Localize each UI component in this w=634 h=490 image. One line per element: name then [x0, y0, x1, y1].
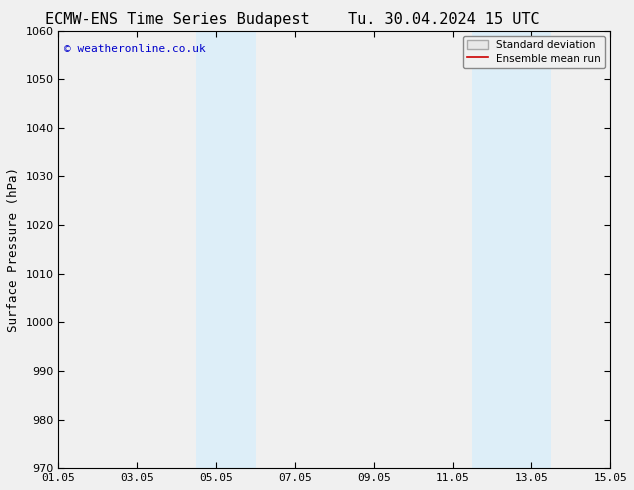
Legend: Standard deviation, Ensemble mean run: Standard deviation, Ensemble mean run: [463, 36, 605, 68]
Text: ECMW-ENS Time Series Budapest: ECMW-ENS Time Series Budapest: [45, 12, 310, 27]
Bar: [197, 30, 256, 468]
Bar: [472, 30, 551, 468]
Text: © weatheronline.co.uk: © weatheronline.co.uk: [64, 44, 206, 54]
Y-axis label: Surface Pressure (hPa): Surface Pressure (hPa): [7, 167, 20, 332]
Text: Tu. 30.04.2024 15 UTC: Tu. 30.04.2024 15 UTC: [348, 12, 540, 27]
